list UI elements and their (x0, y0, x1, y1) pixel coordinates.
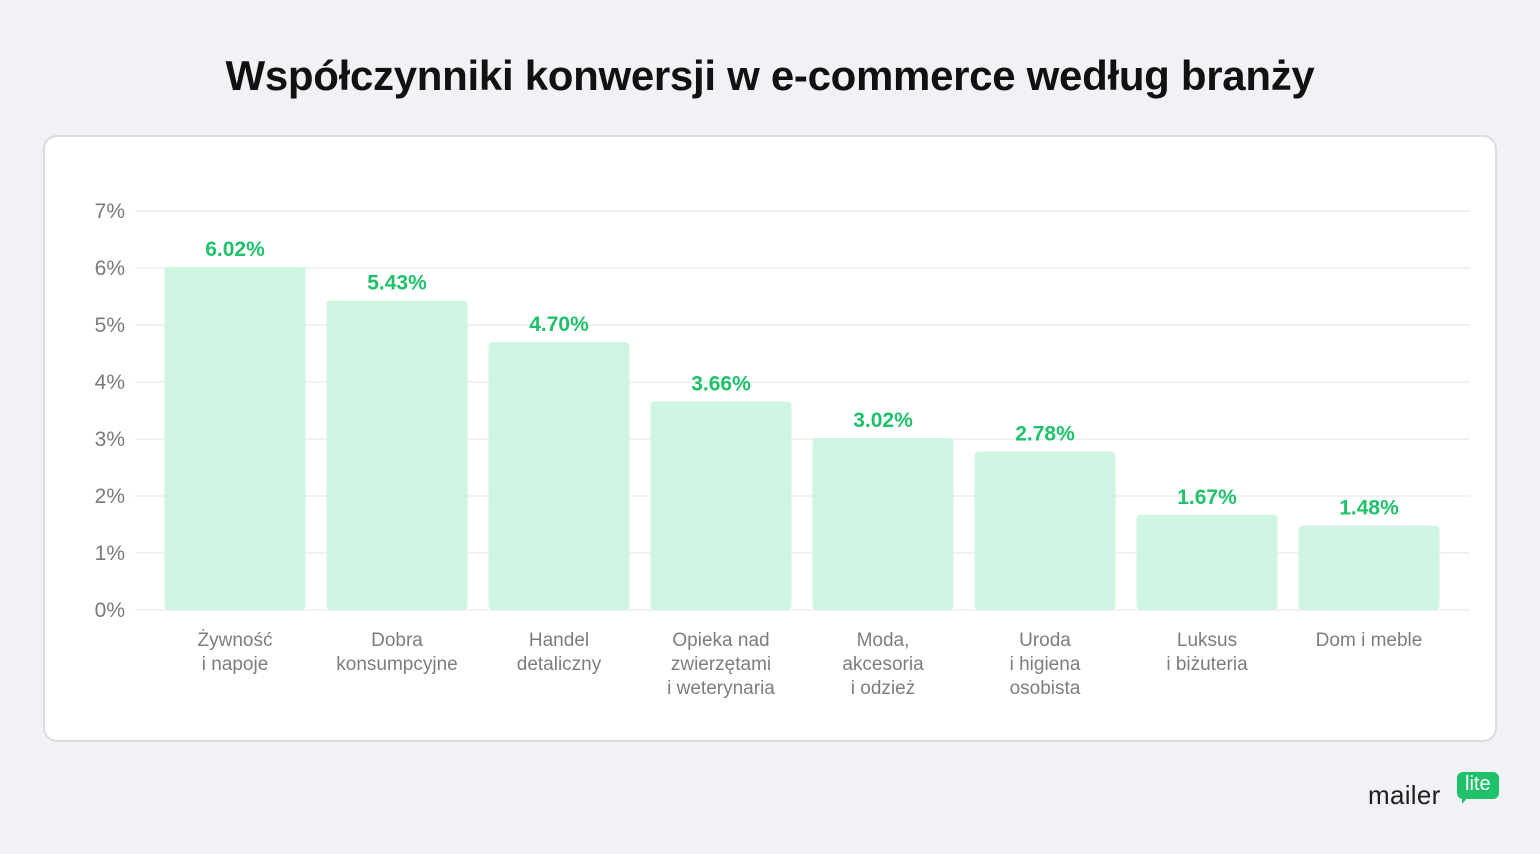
value-label: 2.78% (1015, 423, 1075, 446)
x-tick-label: Dom i meble (1316, 630, 1423, 651)
value-label: 1.48% (1339, 497, 1399, 520)
bar (326, 300, 468, 610)
x-tick-label: Handel (529, 630, 589, 651)
y-tick-label: 5% (95, 314, 125, 337)
bar (1298, 525, 1440, 610)
x-tick-label: i biżuteria (1166, 654, 1248, 675)
x-tick-label: konsumpcyjne (336, 654, 457, 675)
bar (650, 401, 792, 610)
bar (974, 451, 1116, 610)
bar (1136, 514, 1278, 610)
value-label: 6.02% (205, 238, 265, 261)
chart-title: Współczynniki konwersji w e-commerce wed… (225, 52, 1315, 99)
bar (812, 437, 954, 610)
bar-chart: 0% 1% 2% 3% 4% 5% 6% 7% 6.02% Żywność i napoje 5.43… (95, 200, 1470, 699)
x-tick-label: Dobra (371, 630, 423, 651)
x-tick-label: Żywność (198, 630, 273, 651)
logo-badge-tail (1462, 797, 1468, 804)
x-tick-label: Uroda (1019, 630, 1071, 651)
x-tick-label: akcesoria (842, 654, 924, 675)
logo-badge: lite (1457, 772, 1499, 799)
y-tick-label: 7% (95, 200, 125, 223)
x-tick-label: zwierzętami (671, 654, 771, 675)
y-tick-label: 1% (95, 542, 125, 565)
y-tick-label: 0% (95, 599, 125, 622)
x-tick-label: detaliczny (517, 654, 602, 675)
value-label: 4.70% (529, 313, 589, 336)
y-tick-label: 3% (95, 428, 125, 451)
x-tick-label: i higiena (1010, 654, 1081, 675)
y-tick-label: 4% (95, 371, 125, 394)
x-tick-label: Luksus (1177, 630, 1237, 651)
mailerlite-logo: mailer lite (1368, 772, 1508, 812)
x-tick-label: osobista (1010, 678, 1081, 699)
bar (164, 266, 306, 610)
value-label: 3.02% (853, 409, 913, 432)
x-tick-label: i weterynaria (667, 678, 775, 699)
y-tick-label: 2% (95, 485, 125, 508)
x-tick-label: i odzież (851, 678, 915, 699)
x-tick-label: Opieka nad (672, 630, 769, 651)
value-label: 1.67% (1177, 486, 1237, 509)
value-label: 5.43% (367, 271, 427, 294)
logo-wordmark: mailer (1368, 780, 1441, 810)
bar (488, 342, 630, 610)
x-tick-label: i napoje (202, 654, 269, 675)
y-tick-label: 6% (95, 257, 125, 280)
value-label: 3.66% (691, 372, 751, 395)
chart-card: 0% 1% 2% 3% 4% 5% 6% 7% 6.02% Żywność i napoje 5.43… (43, 135, 1497, 742)
x-tick-label: Moda, (857, 630, 910, 651)
